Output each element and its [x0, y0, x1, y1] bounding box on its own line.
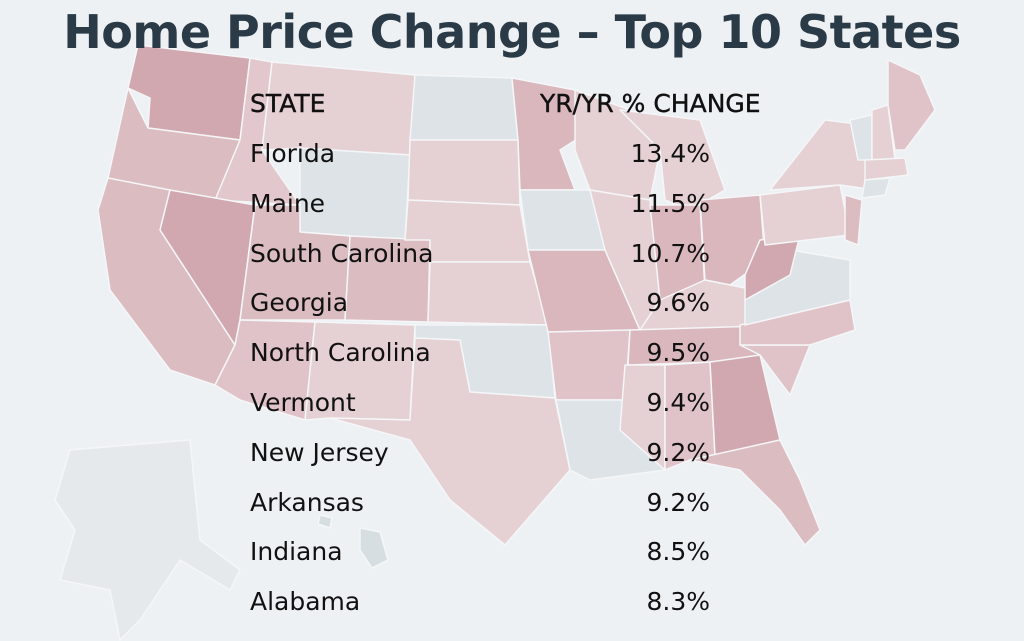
column-header-state: STATE — [250, 89, 326, 118]
table-row-state: Maine — [250, 189, 326, 218]
table-row-state: Arkansas — [250, 488, 364, 517]
table-row-change: 10.7% — [630, 239, 710, 268]
table-row-change: 8.5% — [646, 537, 710, 566]
chart-title: Home Price Change – Top 10 States — [63, 5, 961, 59]
map-region-north-dakota — [409, 74, 519, 141]
map-region-connecticut — [861, 177, 891, 199]
table-row-change: 13.4% — [630, 139, 710, 168]
map-region-kansas — [427, 261, 549, 326]
table-row-change: 9.6% — [646, 288, 710, 317]
table-row-state: Florida — [250, 139, 336, 168]
table-row-change: 9.2% — [646, 438, 710, 467]
map-region-alaska — [54, 439, 241, 641]
map-region-florida — [689, 439, 821, 546]
map-region-hawaii — [359, 527, 389, 569]
column-header-change: YR/YR % CHANGE — [540, 89, 761, 118]
table-row-change: 8.3% — [646, 587, 710, 616]
map-region-massachusetts — [864, 157, 909, 181]
map-region-pennsylvania — [759, 184, 851, 246]
table-row-state: Alabama — [250, 587, 361, 616]
table-row-state: Indiana — [250, 537, 343, 566]
table-row-state: North Carolina — [250, 338, 431, 367]
table-row-state: Georgia — [250, 288, 349, 317]
map-region-maine — [887, 59, 936, 151]
table-row-state: Vermont — [250, 388, 356, 417]
table-row-state: South Carolina — [250, 239, 434, 268]
table-row-change: 9.5% — [646, 338, 710, 367]
map-region-new-jersey — [844, 194, 863, 246]
table-row-change: 11.5% — [630, 189, 710, 218]
table-row-state: New Jersey — [250, 438, 389, 467]
map-region-texas — [329, 337, 571, 546]
map-region-south-dakota — [407, 139, 521, 206]
map-region-georgia — [709, 354, 781, 456]
table-row-change: 9.4% — [646, 388, 710, 417]
table-row-change: 9.2% — [646, 488, 710, 517]
